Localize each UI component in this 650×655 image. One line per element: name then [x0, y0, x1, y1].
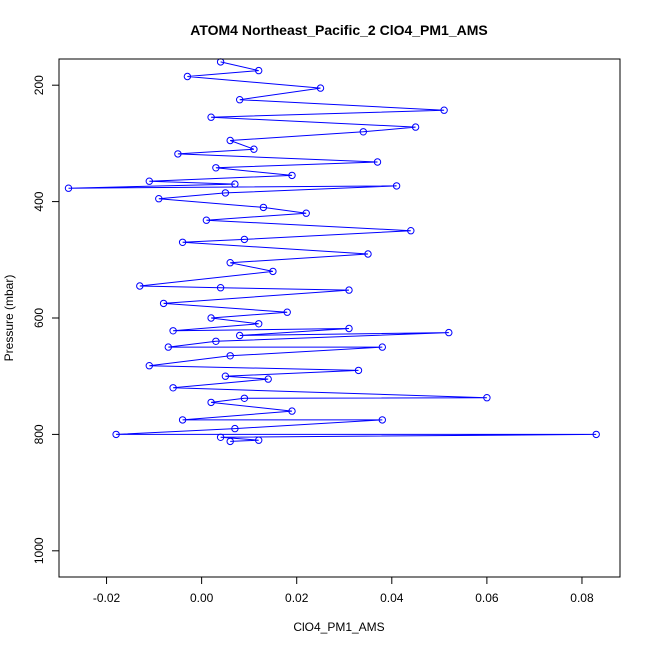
y-tick-label: 200 [32, 75, 46, 95]
data-point [178, 416, 187, 424]
data-point [169, 384, 177, 392]
y-axis-label: Pressure (mbar) [2, 275, 16, 362]
data-point [178, 238, 187, 247]
x-tick-label: 0.06 [475, 591, 499, 605]
data-point [216, 433, 225, 441]
data-point [592, 430, 600, 439]
data-point [345, 286, 353, 294]
data-point [64, 184, 73, 192]
data-point [112, 430, 120, 439]
data-point [174, 150, 182, 158]
data-point [283, 308, 291, 316]
data-point [378, 343, 386, 351]
data-point [226, 259, 234, 267]
x-tick-label: 0.00 [190, 591, 214, 605]
data-point [407, 227, 415, 235]
data-point [255, 436, 263, 444]
data-point [316, 84, 325, 92]
data-point [364, 250, 372, 258]
plot-area [64, 58, 600, 446]
data-point [207, 314, 215, 322]
data-point [216, 284, 225, 292]
data-point [440, 106, 448, 114]
data-point [207, 398, 215, 407]
x-tick-label: 0.08 [570, 591, 594, 605]
data-point [288, 407, 296, 415]
data-point [212, 164, 220, 172]
data-point [183, 72, 192, 81]
data-point [250, 145, 258, 153]
data-point [392, 182, 401, 190]
data-point [236, 331, 244, 340]
data-point [288, 171, 296, 180]
data-point [378, 416, 386, 424]
data-point [202, 216, 211, 224]
y-tick-label: 1000 [32, 537, 46, 564]
plot-frame [58, 58, 621, 578]
data-point [240, 235, 249, 244]
x-axis-label: ClO4_PM1_AMS [293, 620, 384, 634]
x-tick-label: 0.04 [380, 591, 404, 605]
data-point [226, 136, 234, 145]
data-point [373, 158, 382, 166]
data-point [354, 366, 363, 375]
x-tick-label: 0.02 [285, 591, 309, 605]
data-point [445, 328, 453, 337]
data-point [259, 203, 268, 212]
x-tick-label: -0.02 [93, 591, 121, 605]
data-point [155, 195, 163, 203]
data-point [302, 209, 310, 217]
data-point [164, 343, 173, 351]
y-tick-label: 400 [32, 191, 46, 211]
data-point [207, 113, 215, 121]
data-point [226, 352, 234, 360]
data-point [136, 282, 144, 290]
data-point [236, 96, 244, 104]
data-point [226, 437, 234, 446]
data-point [264, 375, 272, 383]
data-point [169, 327, 177, 335]
data-point [269, 267, 277, 276]
data-point [231, 424, 239, 433]
data-point [345, 324, 353, 333]
data-point [145, 177, 154, 185]
data-point [359, 128, 367, 136]
data-point [255, 66, 263, 75]
data-point [255, 320, 263, 328]
data-point [231, 180, 239, 188]
y-tick-label: 600 [32, 308, 46, 328]
data-point [159, 299, 168, 308]
data-point [240, 394, 249, 402]
chart-title: ATOM4 Northeast_Pacific_2 ClO4_PM1_AMS [190, 22, 487, 38]
data-point [483, 394, 491, 402]
data-point [221, 372, 230, 380]
data-point [221, 189, 230, 197]
data-point [212, 337, 220, 345]
data-point [411, 123, 420, 131]
y-tick-label: 800 [32, 424, 46, 444]
data-point [145, 362, 154, 370]
series-line [68, 61, 597, 442]
